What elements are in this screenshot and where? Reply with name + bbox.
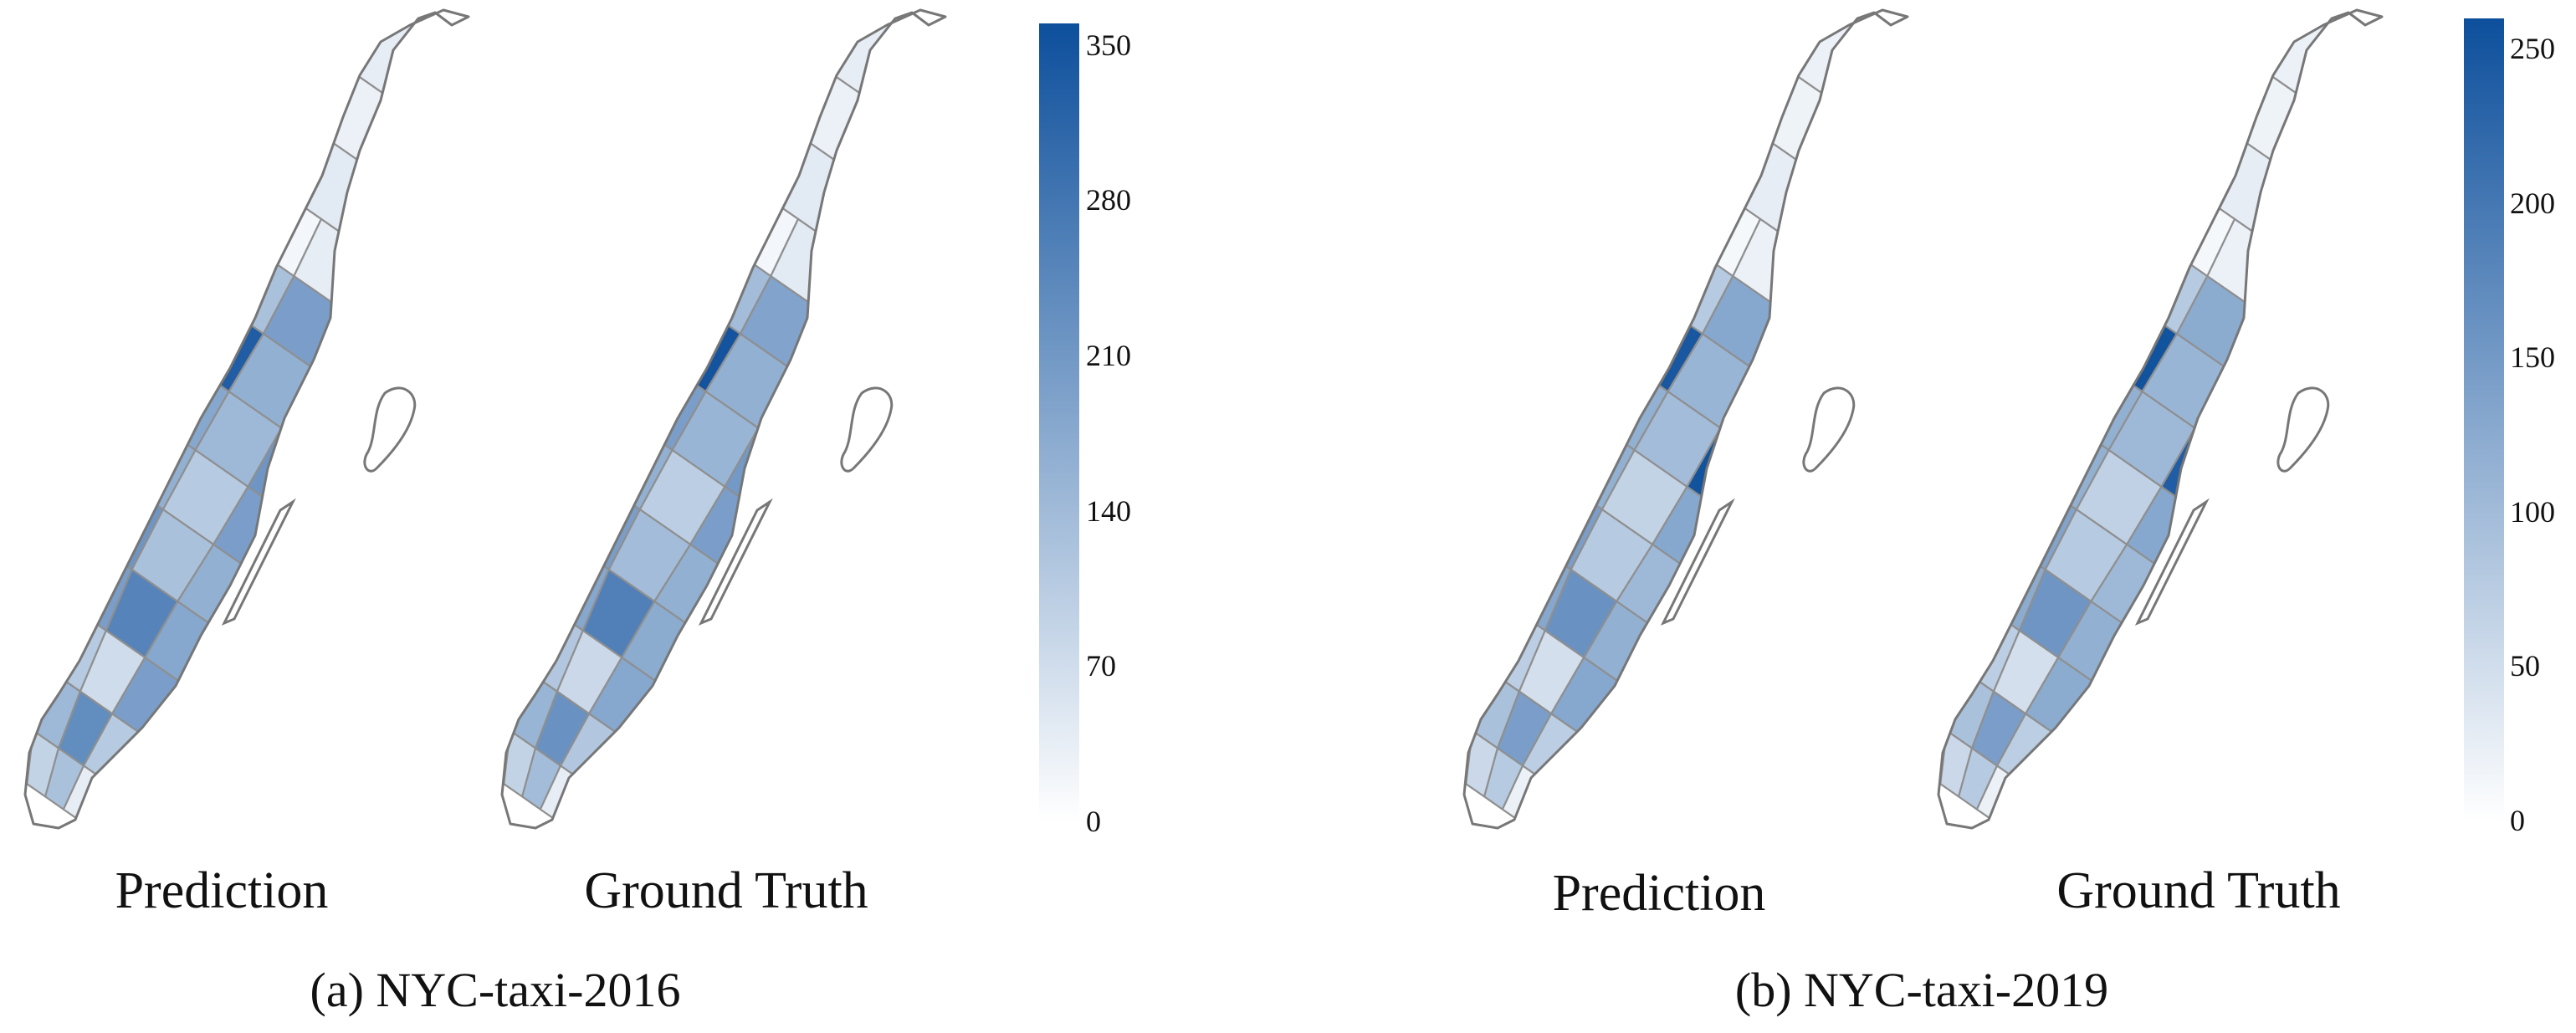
taxi-zone [817, 248, 886, 344]
map-ground-truth-2016 [500, 8, 947, 830]
map-label-ground-truth-2019: Ground Truth [2056, 862, 2341, 919]
colorbar-2019 [2464, 18, 2504, 821]
island-roosevelt [221, 498, 296, 626]
island-outline [500, 8, 947, 830]
colorbar-tick-label: 0 [2510, 804, 2525, 837]
taxi-zone [2305, 32, 2369, 128]
island-east [1802, 386, 1856, 473]
taxi-zone [341, 248, 409, 344]
taxi-zone [1780, 248, 1848, 344]
caption-2016: (a) NYC-taxi-2016 [310, 963, 681, 1017]
island-outline [1462, 8, 1909, 830]
taxi-zone [843, 99, 909, 202]
island-roosevelt [1660, 498, 1735, 626]
taxi-zone [1780, 166, 1856, 281]
taxi-zone [2255, 166, 2331, 281]
island-roosevelt [698, 498, 773, 626]
colorbar-tick-label: 250 [2510, 31, 2555, 65]
taxi-zone [392, 32, 455, 128]
island-east [2276, 386, 2330, 473]
taxi-zone [2254, 248, 2322, 344]
map-prediction-2019 [1462, 8, 1909, 830]
island-outline [1937, 8, 2384, 830]
taxi-zone [2280, 99, 2346, 202]
island-roosevelt [2134, 498, 2210, 626]
map-label-prediction-2016: Prediction [115, 862, 329, 919]
island-east [840, 386, 894, 473]
taxi-zone [1805, 99, 1872, 202]
caption-2019: (b) NYC-taxi-2019 [1734, 963, 2109, 1017]
colorbar-tick-label: 280 [1086, 183, 1131, 217]
map-label-prediction-2019: Prediction [1552, 865, 1766, 922]
taxi-zone [1831, 32, 1894, 128]
map-ground-truth-2019 [1937, 8, 2384, 830]
taxi-zone [366, 99, 433, 202]
taxi-zone [341, 166, 417, 281]
taxi-zone [868, 32, 932, 128]
colorbar-tick-label: 100 [2510, 494, 2555, 529]
colorbar-tick-label: 50 [2510, 649, 2540, 683]
colorbar-2016 [1039, 23, 1079, 822]
map-label-ground-truth-2016: Ground Truth [584, 862, 868, 919]
colorbar-tick-label: 70 [1086, 649, 1116, 683]
colorbar-tick-label: 150 [2510, 340, 2555, 375]
island-outline [23, 8, 470, 830]
colorbar-tick-label: 350 [1086, 28, 1131, 62]
colorbar-tick-label: 140 [1086, 493, 1131, 528]
island-east [363, 386, 417, 473]
colorbar-tick-label: 200 [2510, 186, 2555, 220]
colorbar-tick-label: 210 [1086, 338, 1131, 372]
colorbar-tick-label: 0 [1086, 805, 1101, 838]
map-prediction-2016 [23, 8, 470, 830]
taxi-zone [818, 166, 894, 281]
